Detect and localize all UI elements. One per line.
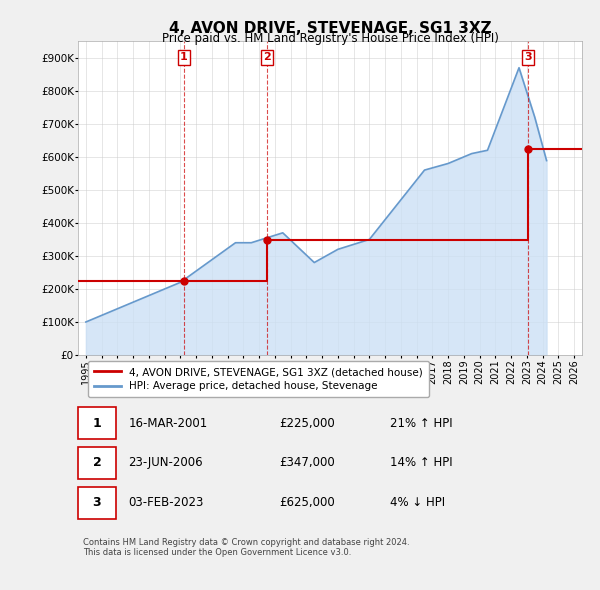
Text: 2: 2 [263,53,271,63]
FancyBboxPatch shape [78,447,116,479]
Text: 4, AVON DRIVE, STEVENAGE, SG1 3XZ: 4, AVON DRIVE, STEVENAGE, SG1 3XZ [169,21,491,35]
Text: 16-MAR-2001: 16-MAR-2001 [128,417,208,430]
Text: 14% ↑ HPI: 14% ↑ HPI [391,457,453,470]
Text: Price paid vs. HM Land Registry's House Price Index (HPI): Price paid vs. HM Land Registry's House … [161,32,499,45]
FancyBboxPatch shape [78,487,116,519]
Text: 3: 3 [524,53,532,63]
Text: 3: 3 [92,496,101,509]
Text: 21% ↑ HPI: 21% ↑ HPI [391,417,453,430]
Text: 1: 1 [180,53,188,63]
Text: £625,000: £625,000 [280,496,335,509]
FancyBboxPatch shape [78,407,116,439]
Text: £347,000: £347,000 [280,457,335,470]
Legend: 4, AVON DRIVE, STEVENAGE, SG1 3XZ (detached house), HPI: Average price, detached: 4, AVON DRIVE, STEVENAGE, SG1 3XZ (detac… [88,361,429,398]
Text: 23-JUN-2006: 23-JUN-2006 [128,457,203,470]
Text: 4% ↓ HPI: 4% ↓ HPI [391,496,446,509]
Text: 2: 2 [92,457,101,470]
Text: £225,000: £225,000 [280,417,335,430]
Text: Contains HM Land Registry data © Crown copyright and database right 2024.
This d: Contains HM Land Registry data © Crown c… [83,538,410,558]
Text: 03-FEB-2023: 03-FEB-2023 [128,496,204,509]
Text: 1: 1 [92,417,101,430]
